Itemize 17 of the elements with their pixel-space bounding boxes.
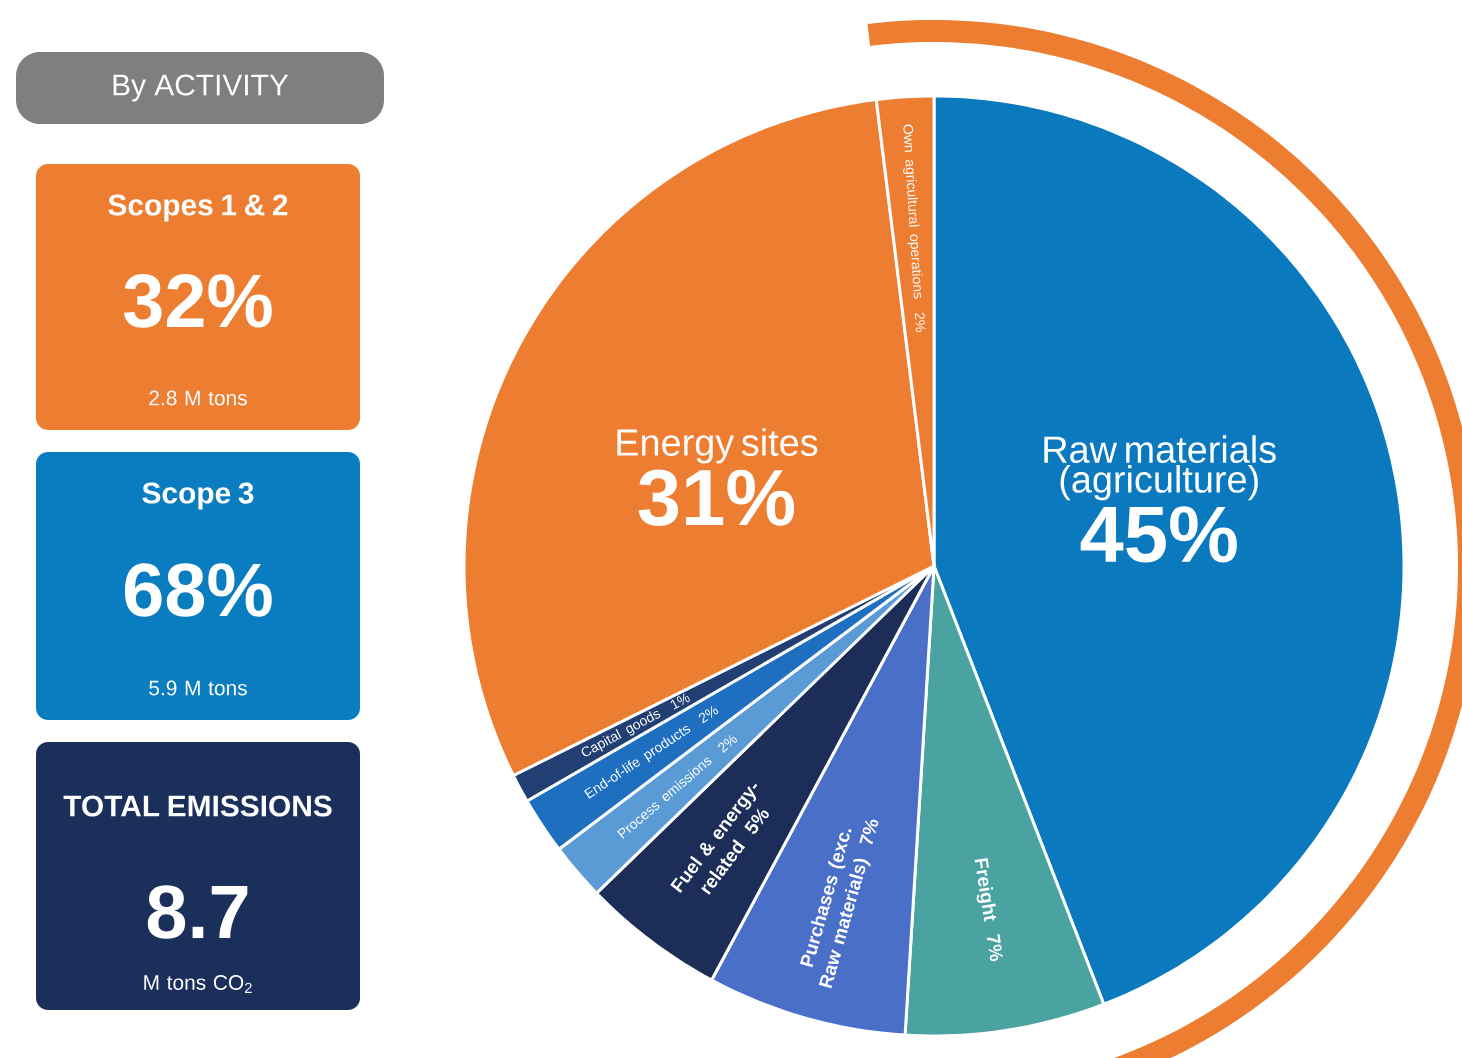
text: 8.7 — [147, 885, 248, 939]
slice-label: Energy sites — [617, 428, 818, 464]
slice-label: Freight — [974, 857, 997, 922]
data-label: 45% — [1080, 506, 1237, 563]
text: 32% — [123, 274, 272, 328]
data-label: 7% — [859, 819, 879, 845]
text: Scopes 1 & 2 — [108, 194, 288, 222]
slice-label: Raw materials (agriculture) — [1044, 435, 1276, 501]
text: 5.9 M tons — [149, 680, 247, 696]
text: M tons CO$_{2}$ — [144, 975, 252, 993]
text: 68% — [125, 563, 272, 617]
text: 2.8 M tons — [149, 390, 247, 406]
data-label: 7% — [986, 933, 1003, 962]
text: Scope 3 — [142, 482, 254, 510]
text: TOTAL EMISSIONS — [63, 795, 332, 817]
text: By ACTIVITY — [113, 74, 289, 102]
data-label: 31% — [638, 469, 795, 526]
